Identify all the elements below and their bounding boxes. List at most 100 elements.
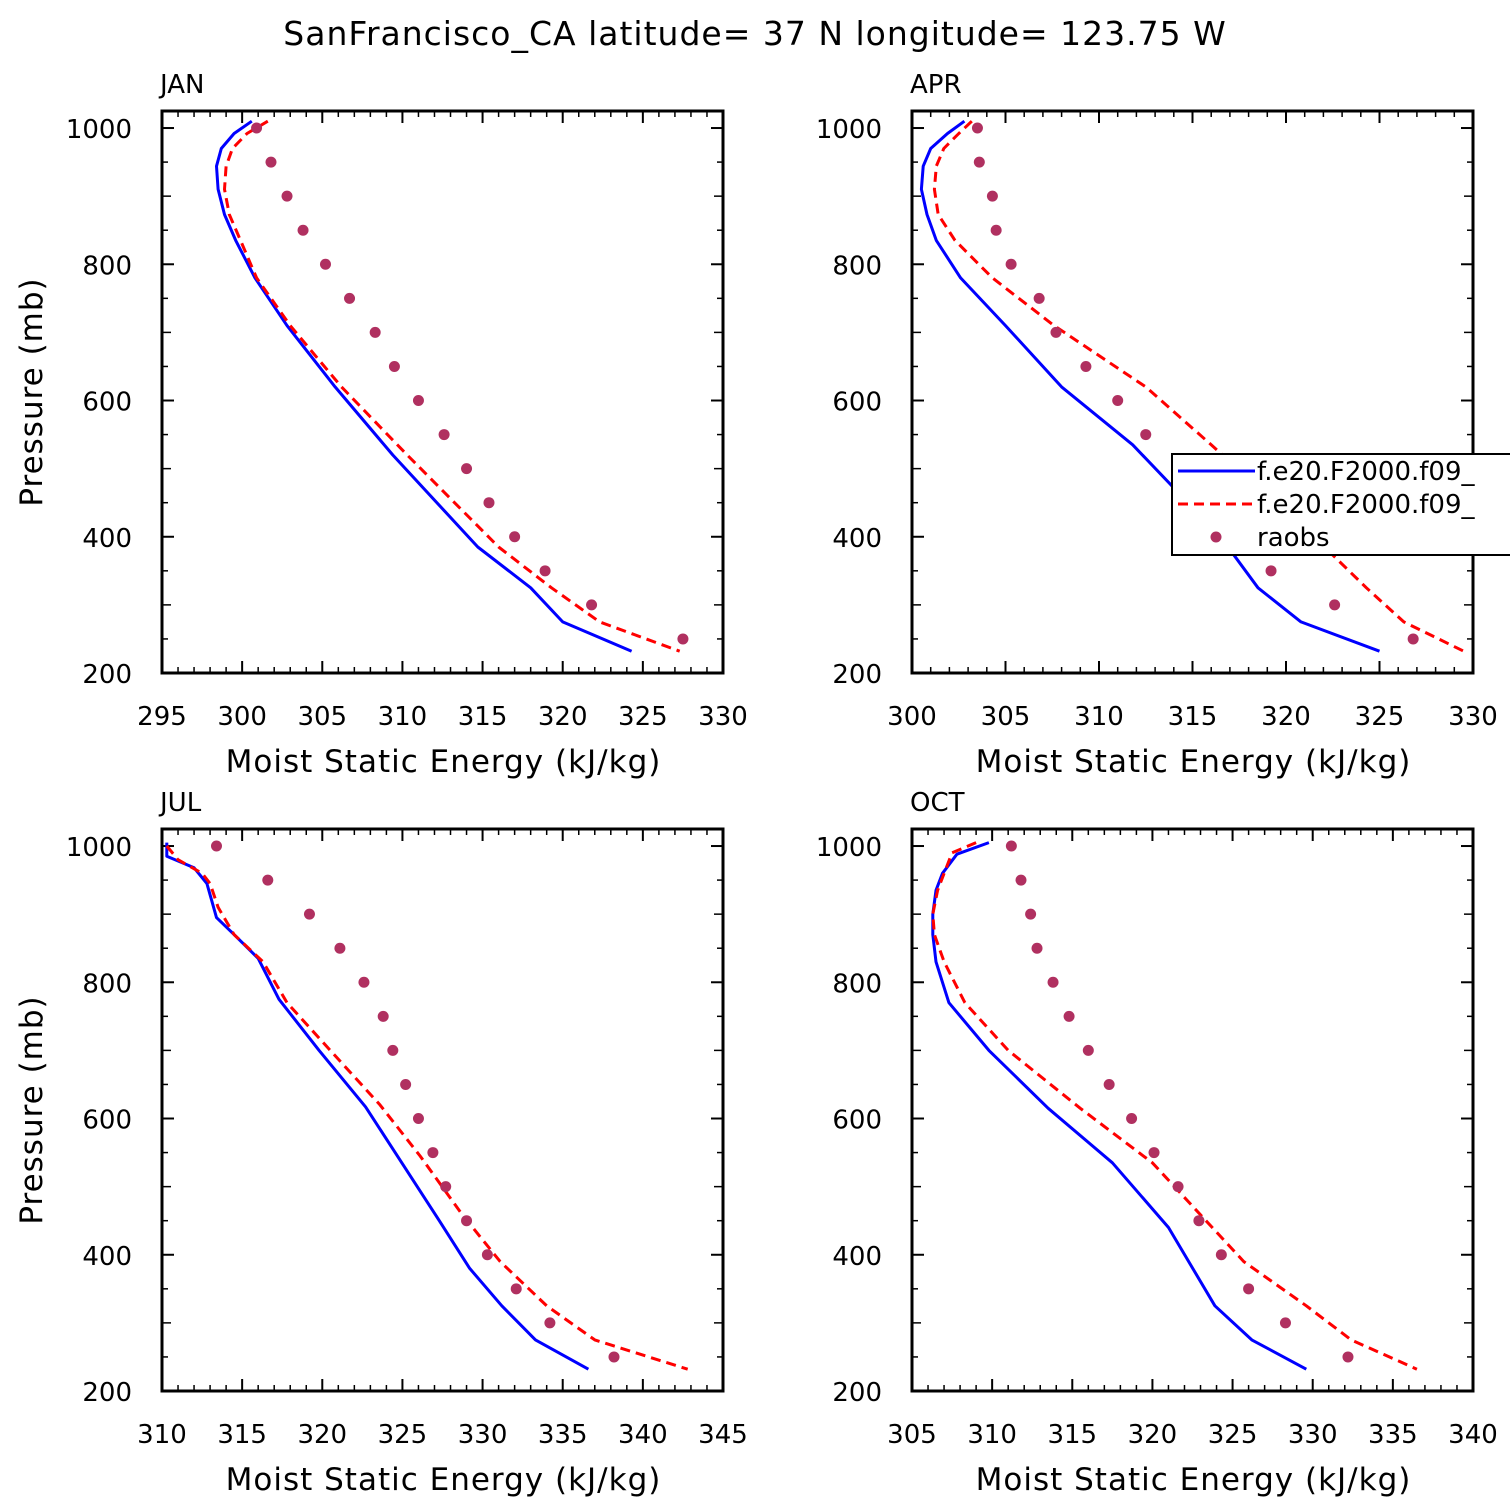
x-tick-label: 315	[217, 1420, 267, 1450]
panel-apr: 300 305 310 315 320 325 330 200 400 600 800 1000 APR…	[816, 70, 1498, 780]
raobs-point	[677, 633, 689, 645]
y-tick-label: 400	[82, 1242, 132, 1272]
legend: f.e20.F2000.f09_ f.e20.F2000.f09_ raobs	[1171, 453, 1510, 556]
x-tick-label: 320	[538, 702, 588, 732]
raobs-point	[210, 840, 222, 852]
raobs-point	[1140, 429, 1152, 441]
raobs-point	[544, 1317, 556, 1329]
x-tick-label: 330	[458, 1420, 508, 1450]
x-tick-label: 305	[297, 702, 347, 732]
raobs-point	[586, 599, 598, 611]
x-tick-label: 315	[1168, 702, 1218, 732]
x-tick-label: 310	[967, 1420, 1017, 1450]
raobs-point	[608, 1351, 620, 1363]
raobs-point	[1148, 1147, 1160, 1159]
raobs-points	[971, 122, 1419, 645]
raobs-point	[297, 224, 309, 236]
legend-label-dashed: f.e20.F2000.f09_	[1257, 490, 1475, 520]
x-tick-label: 310	[1074, 702, 1124, 732]
raobs-point	[369, 326, 381, 338]
y-tick-label: 800	[832, 969, 882, 999]
x-tick-label: 335	[538, 1420, 588, 1450]
raobs-point	[461, 463, 473, 475]
raobs-point	[344, 292, 356, 304]
x-tick-label: 320	[297, 1420, 347, 1450]
y-tick-label: 200	[832, 1378, 882, 1408]
legend-swatch-dot	[1210, 531, 1222, 543]
raobs-point	[262, 874, 274, 886]
y-axis-label: Pressure (mb)	[14, 995, 50, 1224]
y-tick-label: 800	[82, 969, 132, 999]
x-tick-label: 325	[378, 1420, 428, 1450]
raobs-point	[1063, 1010, 1075, 1022]
raobs-point	[986, 190, 998, 202]
raobs-point	[303, 908, 315, 920]
raobs-point	[412, 395, 424, 407]
y-tick-label: 600	[832, 388, 882, 418]
raobs-point	[387, 1044, 399, 1056]
y-tick-label: 200	[82, 1378, 132, 1408]
raobs-point	[1033, 292, 1045, 304]
plot-frame	[160, 827, 725, 1393]
x-tick-label: 330	[1288, 1420, 1338, 1450]
panel-title: JUL	[158, 788, 202, 818]
raobs-point	[973, 156, 985, 168]
raobs-point	[281, 190, 293, 202]
x-tick-label: 325	[1208, 1420, 1258, 1450]
y-tick-label: 1000	[816, 833, 882, 863]
panel-title: APR	[910, 70, 962, 100]
y-tick-label: 400	[82, 524, 132, 554]
raobs-point	[319, 258, 331, 270]
raobs-point	[1031, 942, 1043, 954]
raobs-point	[440, 1181, 452, 1193]
x-tick-label: 300	[887, 702, 937, 732]
panels: 295 300 305 310 315 320 325 330 200 400 600 800 1000…	[14, 70, 1498, 1498]
x-tick-label: 320	[1261, 702, 1311, 732]
figure-title: SanFrancisco_CA latitude= 37 N longitude…	[283, 14, 1226, 53]
raobs-point	[427, 1147, 439, 1159]
x-tick-label: 295	[137, 702, 187, 732]
panel-title: JAN	[158, 70, 204, 100]
raobs-point	[1279, 1317, 1291, 1329]
raobs-point	[265, 156, 277, 168]
raobs-point	[1243, 1283, 1255, 1295]
raobs-points	[251, 122, 689, 645]
model-line-dashed	[932, 120, 1465, 653]
raobs-point	[539, 565, 551, 577]
raobs-point	[412, 1113, 424, 1125]
x-axis-label: Moist Static Energy (kJ/kg)	[976, 1462, 1412, 1498]
raobs-point	[1082, 1044, 1094, 1056]
raobs-point	[1025, 908, 1037, 920]
raobs-point	[1050, 326, 1062, 338]
y-tick-label: 200	[82, 660, 132, 690]
panel-oct: 305 310 315 320 325 330 335 340 200 400 600 800 1000…	[816, 788, 1498, 1498]
model-line-dashed	[931, 841, 1418, 1371]
raobs-point	[971, 122, 983, 134]
y-tick-label: 200	[832, 660, 882, 690]
raobs-point	[1329, 599, 1341, 611]
panel-jul: 310 315 320 325 330 335 340 345 200 400 600 800 1000…	[14, 788, 748, 1498]
x-tick-label: 340	[1448, 1420, 1498, 1450]
x-tick-label: 310	[378, 702, 428, 732]
panel-title: OCT	[910, 788, 965, 818]
y-tick-label: 400	[832, 524, 882, 554]
raobs-point	[400, 1078, 412, 1090]
x-axis-label: Moist Static Energy (kJ/kg)	[226, 744, 662, 780]
raobs-point	[1015, 874, 1027, 886]
model-line-dashed	[223, 119, 681, 653]
raobs-points	[1005, 840, 1354, 1363]
raobs-point	[1172, 1181, 1184, 1193]
panel-jan: 295 300 305 310 315 320 325 330 200 400 600 800 1000…	[14, 70, 748, 780]
legend-label-dot: raobs	[1257, 523, 1330, 553]
raobs-point	[1047, 976, 1059, 988]
model-line-dashed	[165, 845, 689, 1371]
raobs-point	[483, 497, 495, 509]
x-tick-label: 310	[137, 1420, 187, 1450]
x-tick-label: 340	[618, 1420, 668, 1450]
x-tick-label: 320	[1128, 1420, 1178, 1450]
x-axis-label: Moist Static Energy (kJ/kg)	[976, 744, 1412, 780]
x-tick-label: 345	[698, 1420, 748, 1450]
legend-label-solid: f.e20.F2000.f09_	[1257, 457, 1475, 487]
raobs-point	[438, 429, 450, 441]
x-axis-label: Moist Static Energy (kJ/kg)	[226, 1462, 662, 1498]
